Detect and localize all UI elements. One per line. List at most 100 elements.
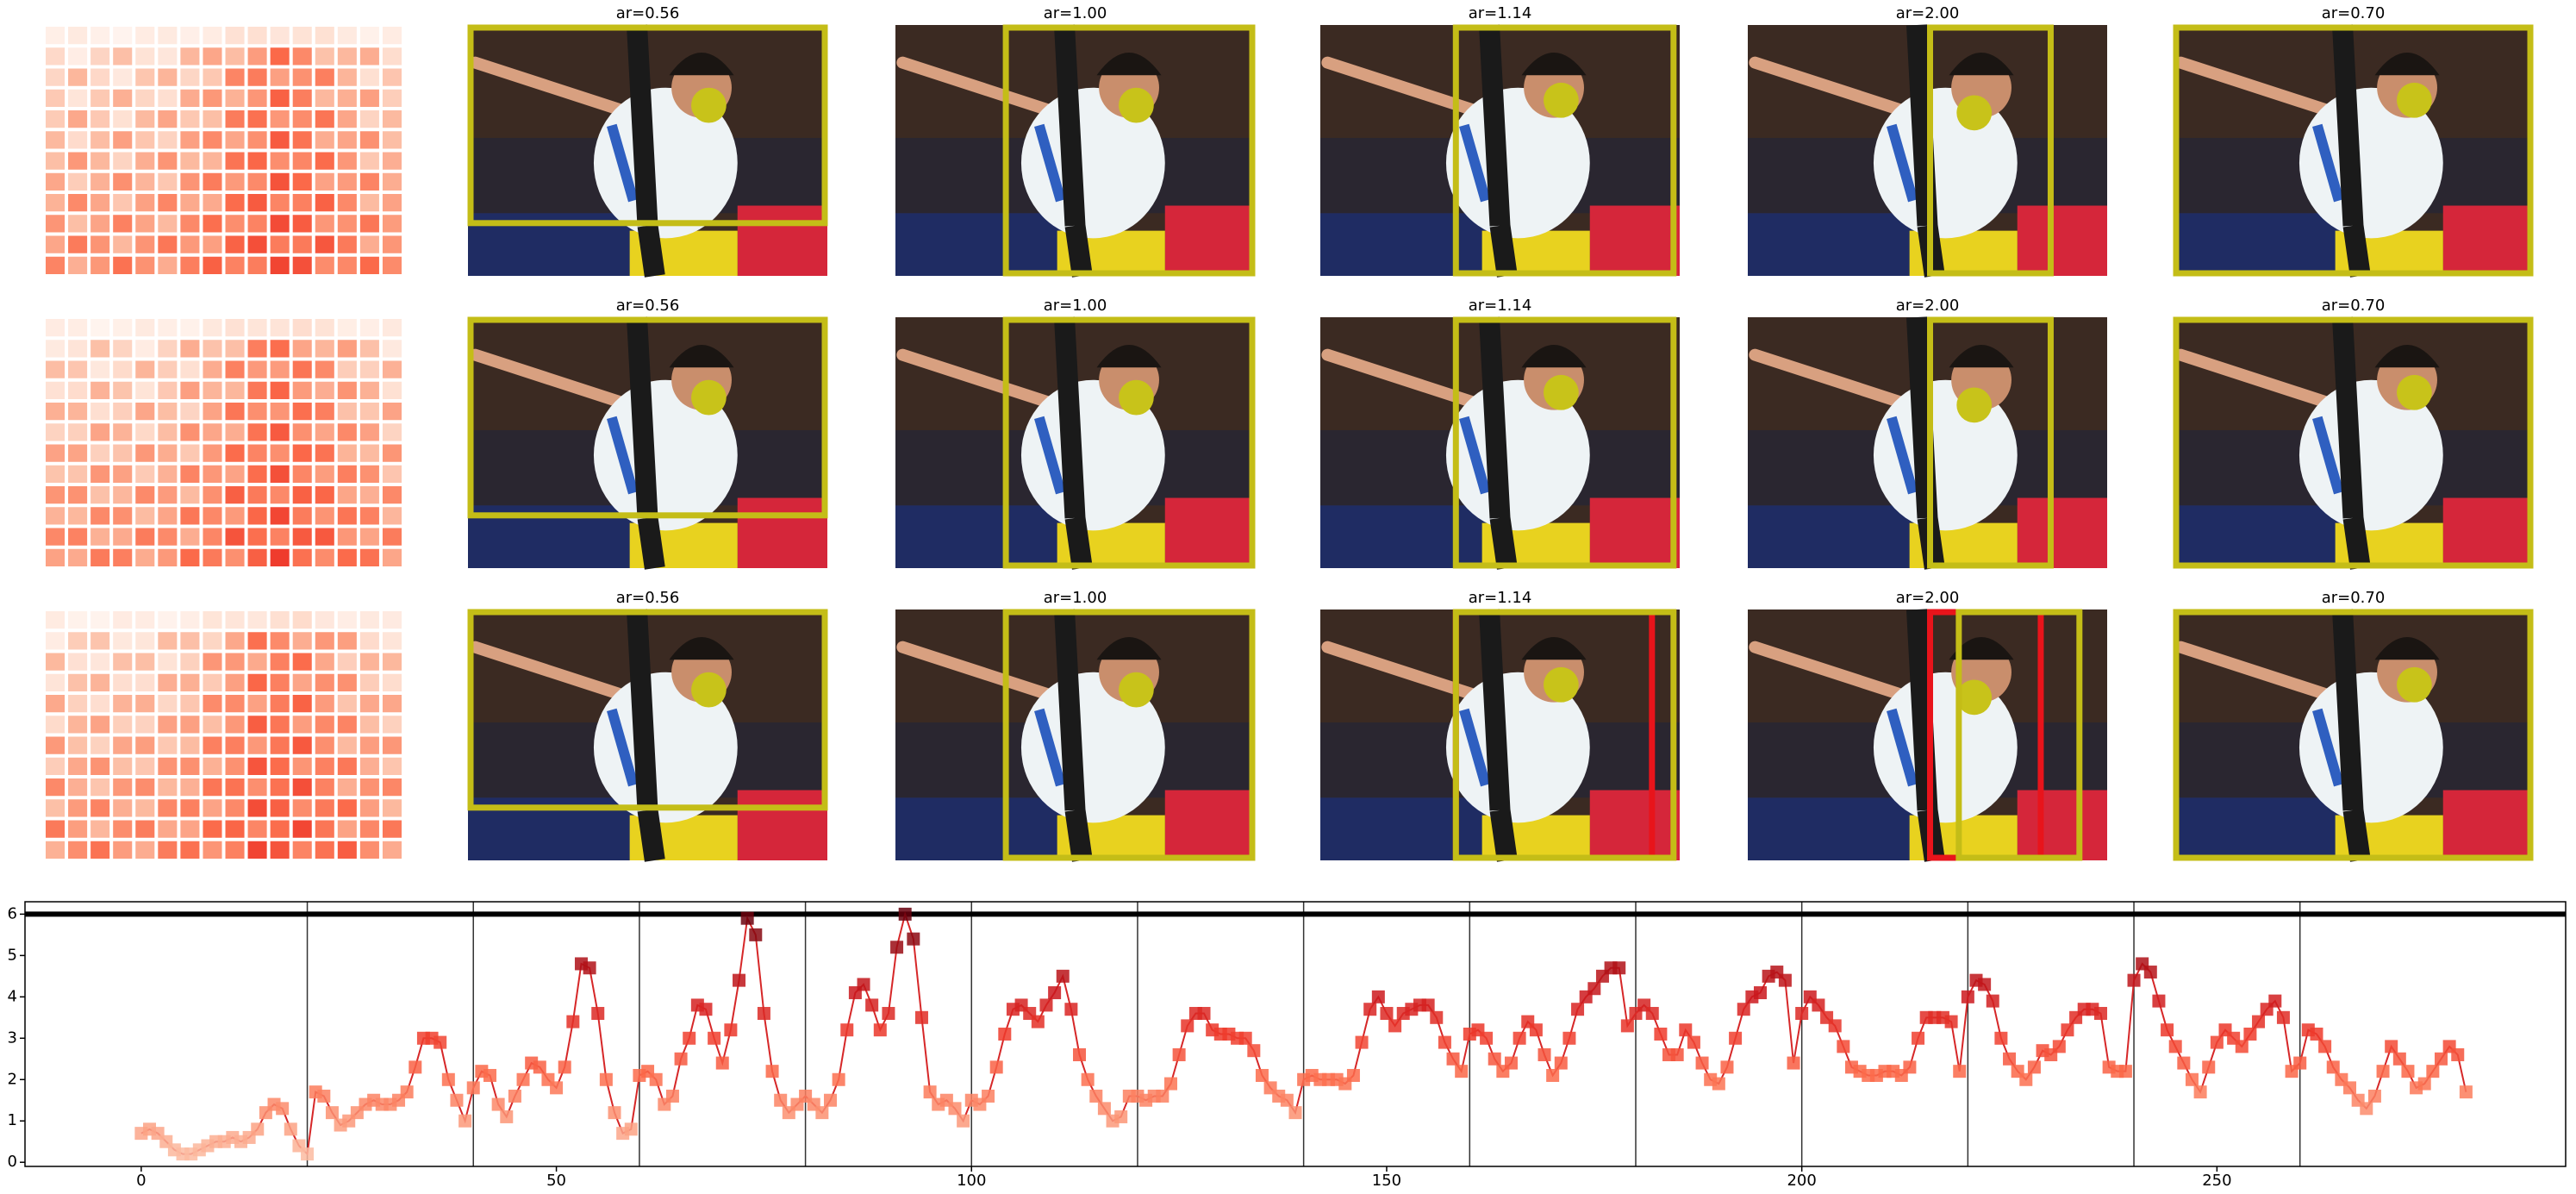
marker — [1978, 978, 1992, 991]
heat-cell — [292, 194, 312, 212]
heat-cell — [359, 507, 379, 525]
heat-cell — [315, 152, 334, 170]
heat-cell — [180, 716, 200, 734]
crop-box — [1452, 609, 1677, 861]
heat-cell — [225, 256, 245, 274]
photo-stripe — [607, 123, 639, 203]
marker — [566, 1015, 580, 1028]
heat-cell — [292, 611, 312, 629]
heat-cell — [46, 611, 65, 629]
marker — [1488, 1052, 1501, 1066]
heat-cell — [203, 381, 222, 399]
heat-cell — [247, 27, 267, 45]
heat-cell — [270, 47, 290, 66]
heat-cell — [46, 131, 65, 149]
heat-cell — [315, 319, 334, 337]
photo — [2173, 24, 2534, 278]
face-dot — [1119, 379, 1154, 416]
heat-cell — [247, 110, 267, 128]
heat-cell — [292, 528, 312, 546]
heat-cell — [90, 548, 110, 566]
x-tick-label: 0 — [136, 1172, 146, 1190]
heat-cell — [247, 507, 267, 525]
photo-hair — [669, 53, 734, 76]
heat-cell — [382, 152, 402, 170]
heat-cell — [337, 89, 357, 107]
heat-cell — [135, 548, 155, 566]
heat-cell — [247, 152, 267, 170]
panel-title: ar=0.70 — [2322, 297, 2386, 315]
heat-cell — [359, 757, 379, 775]
marker — [533, 1060, 546, 1074]
photo-stripe — [2312, 123, 2344, 203]
marker — [466, 1081, 480, 1095]
heat-cell — [180, 673, 200, 691]
photo — [1748, 609, 2107, 862]
heat-cell — [359, 194, 379, 212]
crop-box — [2173, 24, 2534, 277]
heat-cell — [247, 799, 267, 817]
heat-cell — [315, 194, 334, 212]
photo-stripe — [2312, 416, 2344, 495]
heat-cell — [270, 256, 290, 274]
heat-cell — [135, 68, 155, 86]
marker — [1645, 1007, 1659, 1021]
heat-cell — [113, 131, 133, 149]
heat-cell — [337, 465, 357, 483]
heat-cell — [359, 611, 379, 629]
heat-cell — [135, 319, 155, 337]
heat-cell — [337, 673, 357, 691]
heat-cell — [68, 256, 88, 274]
heat-cell — [46, 465, 65, 483]
heat-cell — [315, 423, 334, 441]
marker — [2385, 1040, 2398, 1053]
marker — [325, 1106, 339, 1120]
heat-cell — [203, 673, 222, 691]
heat-cell — [382, 507, 402, 525]
heat-cell — [337, 632, 357, 650]
heat-cell — [270, 172, 290, 191]
heat-cell — [180, 507, 200, 525]
marker — [2152, 994, 2166, 1008]
heat-cell — [270, 757, 290, 775]
heat-cell — [337, 256, 357, 274]
marker — [2252, 1015, 2266, 1028]
photo-arm — [469, 641, 636, 703]
heat-cell — [247, 131, 267, 149]
marker — [1554, 1056, 1568, 1070]
marker — [1778, 973, 1792, 987]
heat-cell — [225, 611, 245, 629]
heat-cell — [315, 548, 334, 566]
heat-cell — [203, 110, 222, 128]
heat-cell — [158, 799, 178, 817]
heat-cell — [68, 444, 88, 462]
heat-cell — [225, 673, 245, 691]
heat-cell — [292, 423, 312, 441]
heat-cell — [382, 548, 402, 566]
heat-cell — [382, 215, 402, 233]
heat-cell — [292, 89, 312, 107]
heat-cell — [382, 528, 402, 546]
photo-stripe — [1887, 416, 1918, 495]
heat-cell — [225, 47, 245, 66]
marker — [1081, 1072, 1095, 1086]
heat-cell — [359, 68, 379, 86]
heatmap — [46, 27, 402, 274]
heat-cell — [180, 486, 200, 504]
heat-cell — [90, 360, 110, 378]
marker — [2376, 1065, 2390, 1078]
heat-cell — [46, 27, 65, 45]
heat-cell — [270, 486, 290, 504]
panel-title: ar=1.14 — [1469, 297, 1532, 315]
marker — [1172, 1047, 1186, 1061]
heat-cell — [46, 778, 65, 797]
marker — [1754, 986, 1768, 1000]
heat-cell — [225, 110, 245, 128]
marker — [2392, 1052, 2406, 1066]
marker — [2003, 1052, 2017, 1066]
marker — [2426, 1065, 2440, 1078]
heat-cell — [135, 695, 155, 713]
heat-cell — [270, 653, 290, 671]
heat-cell — [225, 486, 245, 504]
